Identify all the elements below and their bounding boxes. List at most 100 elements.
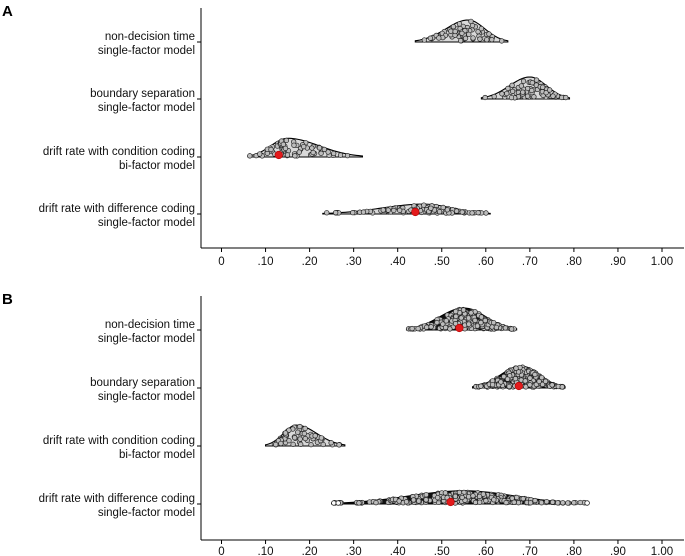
data-point bbox=[465, 494, 472, 500]
data-point bbox=[491, 93, 497, 100]
data-point bbox=[318, 150, 324, 156]
data-point bbox=[297, 436, 303, 442]
data-point bbox=[520, 496, 526, 502]
data-point bbox=[462, 35, 469, 41]
x-tick-label: .20 bbox=[302, 546, 318, 556]
data-point bbox=[533, 77, 540, 83]
data-point bbox=[280, 141, 287, 147]
violin-row: drift rate with difference coding single-… bbox=[39, 489, 590, 519]
data-point bbox=[453, 313, 459, 320]
violin-row: boundary separation single-factor model bbox=[90, 364, 566, 403]
data-point bbox=[295, 429, 301, 435]
row-label-line2: single-factor model bbox=[98, 102, 195, 114]
data-point bbox=[396, 498, 402, 504]
data-point bbox=[465, 315, 472, 321]
data-point bbox=[489, 382, 496, 388]
data-point bbox=[403, 499, 410, 505]
data-point bbox=[511, 499, 517, 505]
data-point bbox=[460, 307, 467, 313]
data-point bbox=[453, 308, 459, 315]
data-point bbox=[268, 146, 274, 153]
data-point bbox=[477, 36, 483, 42]
data-point bbox=[527, 382, 533, 388]
data-point bbox=[559, 384, 565, 390]
data-point bbox=[391, 207, 397, 214]
data-point bbox=[380, 207, 386, 213]
data-point bbox=[523, 384, 529, 390]
data-point bbox=[484, 37, 490, 43]
data-point bbox=[499, 38, 505, 44]
data-point bbox=[440, 204, 446, 211]
data-point bbox=[539, 374, 545, 381]
data-point bbox=[571, 500, 577, 506]
data-point bbox=[296, 149, 302, 155]
panel-letter: A bbox=[2, 3, 13, 20]
data-point bbox=[292, 435, 298, 441]
data-point bbox=[489, 37, 495, 43]
outlier-point bbox=[584, 500, 590, 506]
panel-B: B 0 .10 .20 .30 .40 .50 .60 .70 .80 .90 1.00 non-dec… bbox=[2, 291, 684, 556]
data-point bbox=[336, 442, 342, 448]
data-point bbox=[415, 325, 421, 332]
row-label-line1: drift rate with difference coding bbox=[39, 493, 195, 505]
data-point bbox=[297, 423, 303, 430]
highlight-point bbox=[411, 207, 420, 217]
row-label-line1: drift rate with condition coding bbox=[43, 435, 195, 447]
data-point bbox=[458, 315, 464, 321]
data-point bbox=[434, 319, 440, 326]
data-point bbox=[478, 314, 485, 320]
data-point bbox=[320, 441, 326, 448]
data-point bbox=[302, 425, 308, 432]
data-point bbox=[350, 209, 356, 216]
data-point bbox=[301, 430, 307, 437]
panel-letter: B bbox=[2, 291, 13, 308]
data-point bbox=[475, 29, 481, 35]
data-point bbox=[509, 88, 516, 94]
highlight-point bbox=[514, 381, 523, 391]
data-point bbox=[459, 30, 465, 36]
data-point bbox=[504, 90, 510, 97]
data-point bbox=[508, 326, 515, 332]
violin-row: non-decision time single-factor model bbox=[98, 18, 509, 57]
data-point bbox=[318, 435, 325, 441]
data-point bbox=[524, 93, 531, 99]
data-point bbox=[563, 94, 569, 101]
data-point bbox=[543, 89, 549, 96]
data-point bbox=[565, 500, 571, 506]
data-point bbox=[536, 378, 542, 385]
x-tick-label: .10 bbox=[258, 546, 274, 556]
data-point bbox=[501, 373, 507, 380]
data-point bbox=[482, 94, 488, 101]
data-point bbox=[472, 317, 478, 324]
data-point bbox=[478, 383, 484, 389]
data-point bbox=[512, 375, 519, 382]
data-point bbox=[292, 153, 298, 159]
row-label-line2: single-factor model bbox=[98, 391, 195, 403]
data-point bbox=[416, 498, 422, 504]
violin-row: non-decision time single-factor model bbox=[98, 306, 518, 345]
data-point bbox=[513, 365, 519, 371]
data-point bbox=[493, 324, 500, 331]
data-point bbox=[424, 324, 430, 330]
data-point bbox=[542, 378, 549, 384]
data-point bbox=[283, 137, 290, 144]
data-point bbox=[466, 321, 472, 327]
row-label-line2: single-factor model bbox=[98, 45, 195, 57]
x-tick-label: 1.00 bbox=[651, 256, 673, 268]
data-point bbox=[483, 210, 489, 216]
data-point bbox=[466, 31, 472, 38]
data-point bbox=[529, 87, 535, 94]
data-point bbox=[282, 430, 289, 436]
data-point bbox=[360, 209, 367, 215]
data-point bbox=[469, 210, 475, 216]
data-point bbox=[282, 145, 289, 151]
x-tick-label: .30 bbox=[346, 546, 362, 556]
data-point bbox=[421, 202, 427, 208]
data-point bbox=[310, 149, 316, 156]
data-point bbox=[499, 91, 505, 97]
highlight-point bbox=[455, 323, 464, 333]
data-point bbox=[309, 145, 315, 151]
data-point bbox=[478, 319, 484, 326]
data-point bbox=[290, 441, 296, 447]
